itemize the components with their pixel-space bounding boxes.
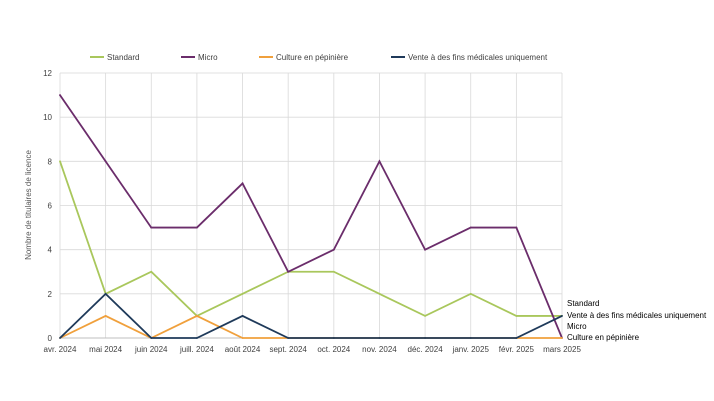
data-point <box>561 315 563 317</box>
data-point <box>241 292 244 295</box>
data-point <box>378 337 381 339</box>
x-tick-label: déc. 2024 <box>408 345 444 354</box>
y-tick-label: 8 <box>48 157 53 166</box>
end-label: Vente à des fins médicales uniquement <box>567 311 707 320</box>
data-point <box>424 337 426 339</box>
x-tick-label: juin 2024 <box>134 345 168 354</box>
x-tick-label: janv. 2025 <box>452 345 490 354</box>
data-point <box>104 315 107 317</box>
data-point <box>378 160 381 163</box>
legend-item: Vente à des fins médicales uniquement <box>391 53 548 62</box>
x-tick-label: févr. 2025 <box>499 345 535 354</box>
data-point <box>332 270 335 273</box>
data-point <box>332 248 335 251</box>
y-tick-label: 4 <box>48 246 53 255</box>
legend-item: Standard <box>90 53 139 62</box>
legend-label: Vente à des fins médicales uniquement <box>408 53 548 62</box>
series-line <box>59 292 563 339</box>
x-tick-label: mars 2025 <box>543 345 581 354</box>
data-point <box>196 337 198 339</box>
data-point <box>515 315 518 317</box>
end-label: Culture en pépinière <box>567 333 640 342</box>
data-point <box>332 337 335 339</box>
y-tick-label: 0 <box>48 334 53 343</box>
data-point <box>515 337 518 339</box>
data-point <box>150 226 153 229</box>
data-point <box>378 292 381 295</box>
series-line <box>59 314 562 339</box>
end-label: Standard <box>567 299 599 308</box>
series-lines <box>59 94 563 339</box>
series-line <box>59 161 562 318</box>
x-tick-label: sept. 2024 <box>269 345 307 354</box>
series-line <box>59 94 563 339</box>
x-tick-label: avr. 2024 <box>44 345 77 354</box>
data-point <box>561 337 563 339</box>
y-axis-title: Nombre de titulaires de licence <box>24 150 33 260</box>
end-label: Micro <box>567 322 587 331</box>
data-point <box>469 226 472 229</box>
data-point <box>241 315 244 317</box>
x-tick-label: oct. 2024 <box>317 345 350 354</box>
data-point <box>104 160 107 163</box>
x-axis-ticks: avr. 2024 mai 2024 juin 2024 juill. 2024 aoû… <box>44 345 582 354</box>
data-point <box>469 337 472 339</box>
legend: Standard Micro Culture en pépinière Vente à… <box>90 53 548 62</box>
data-point <box>469 292 472 295</box>
y-tick-label: 6 <box>48 202 53 211</box>
data-point <box>196 315 198 317</box>
data-point <box>287 337 290 339</box>
data-point <box>515 226 518 229</box>
data-point <box>104 292 107 295</box>
data-point <box>424 315 426 317</box>
y-tick-label: 12 <box>43 69 52 78</box>
y-axis-ticks: 0 2 4 6 8 10 12 <box>43 69 52 343</box>
x-tick-label: mai 2024 <box>89 345 122 354</box>
x-tick-label: août 2024 <box>225 345 261 354</box>
y-tick-label: 10 <box>43 113 52 122</box>
data-point <box>59 337 61 339</box>
data-point <box>150 270 153 273</box>
data-point <box>59 160 61 163</box>
data-point <box>196 226 198 229</box>
data-point <box>150 337 153 339</box>
x-tick-label: juill. 2024 <box>179 345 214 354</box>
legend-label: Standard <box>107 53 139 62</box>
data-point <box>59 94 61 96</box>
data-point <box>287 270 290 273</box>
legend-label: Micro <box>198 53 218 62</box>
data-point <box>241 182 244 185</box>
legend-item: Micro <box>181 53 218 62</box>
y-tick-label: 2 <box>48 290 53 299</box>
data-point <box>241 337 244 339</box>
end-labels: Standard Vente à des fins médicales uniqu… <box>567 299 707 342</box>
x-tick-label: nov. 2024 <box>362 345 397 354</box>
data-point <box>424 248 426 251</box>
legend-item: Culture en pépinière <box>259 53 349 62</box>
legend-label: Culture en pépinière <box>276 53 349 62</box>
